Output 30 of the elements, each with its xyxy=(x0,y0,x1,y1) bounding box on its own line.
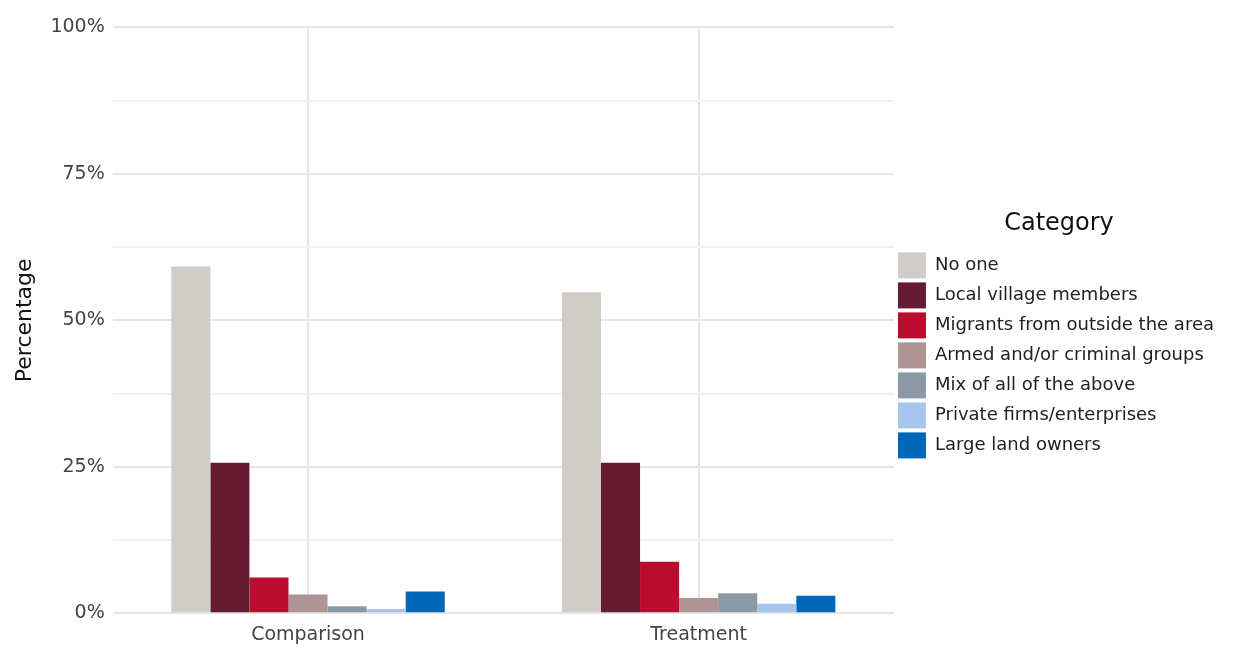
bar xyxy=(171,266,211,613)
bar xyxy=(327,606,367,613)
legend-label: Private firms/enterprises xyxy=(934,403,1157,425)
legend-title: Category xyxy=(1004,207,1114,236)
bar xyxy=(757,603,797,613)
y-tick-label: 100% xyxy=(50,14,105,37)
x-tick-label: Comparison xyxy=(251,621,365,644)
y-tick-label: 75% xyxy=(62,160,105,183)
bar xyxy=(796,595,836,613)
legend-label: Local village members xyxy=(934,283,1138,305)
bar xyxy=(679,597,719,613)
bar xyxy=(718,593,758,613)
bar xyxy=(210,462,250,613)
y-tick-label: 0% xyxy=(74,600,105,623)
bar xyxy=(640,561,680,613)
legend-label: Large land owners xyxy=(934,433,1101,455)
x-tick-label: Treatment xyxy=(649,621,747,644)
bar xyxy=(249,577,289,613)
legend-label: Migrants from outside the area xyxy=(934,313,1214,335)
legend-label: Armed and/or criminal groups xyxy=(934,343,1204,365)
bar xyxy=(600,462,641,613)
y-tick-label: 50% xyxy=(62,307,105,330)
y-axis-title: Percentage xyxy=(10,258,36,383)
legend-label: Mix of all of the above xyxy=(934,373,1136,395)
bar xyxy=(561,292,601,613)
y-tick-label: 25% xyxy=(62,453,105,476)
bar xyxy=(366,609,406,613)
bar xyxy=(405,591,445,613)
legend-label: No one xyxy=(934,253,999,275)
bar xyxy=(288,594,328,613)
